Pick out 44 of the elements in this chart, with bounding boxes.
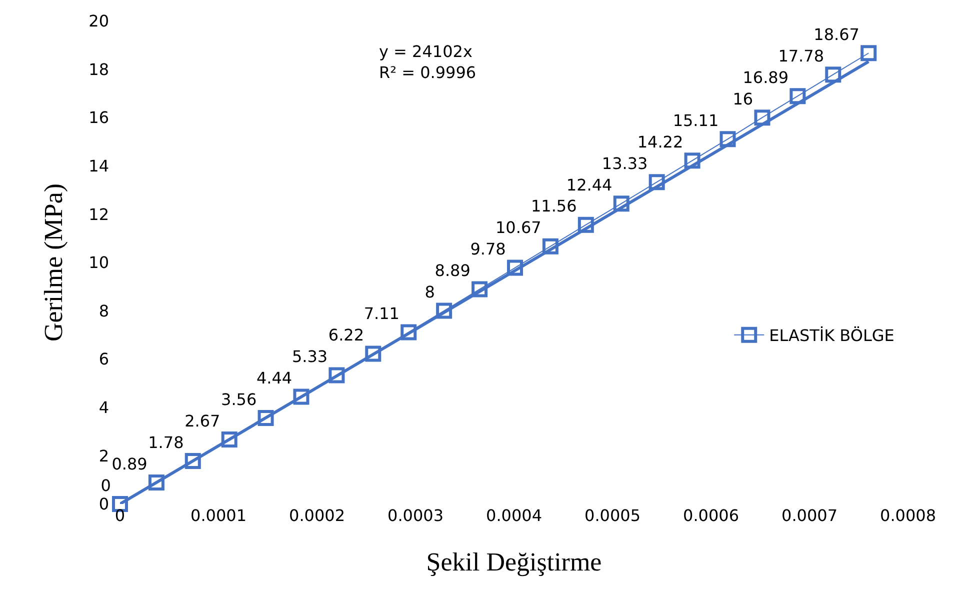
data-label: 9.78: [470, 240, 506, 259]
x-tick-label: 0.0002: [289, 506, 345, 525]
data-label: 8.89: [434, 261, 470, 280]
data-label: 10.67: [496, 218, 542, 238]
data-label: 4.44: [256, 368, 292, 388]
y-tick-label: 14: [88, 156, 109, 176]
y-tick-label: 12: [88, 204, 109, 224]
data-label: 18.67: [814, 24, 860, 44]
x-tick-label: 0.0004: [486, 506, 542, 525]
x-tick-label: 0.0005: [584, 506, 640, 525]
legend-label: ELASTİK BÖLGE: [769, 326, 894, 346]
y-axis-title: Gerilme (MPa): [39, 183, 68, 342]
data-label: 17.78: [778, 46, 824, 66]
data-label: 16: [732, 89, 754, 108]
x-tick-label: 0.0008: [880, 506, 936, 525]
y-tick-label: 4: [98, 398, 109, 417]
x-tick-label: 0.0001: [190, 506, 246, 525]
x-tick-label: 0.0007: [782, 506, 838, 525]
data-label: 5.33: [292, 347, 328, 366]
data-label: 6.22: [328, 326, 364, 345]
x-tick-label: 0.0006: [683, 506, 739, 525]
data-label: 2.67: [184, 411, 220, 430]
y-tick-label: 18: [88, 60, 109, 79]
data-label: 14.22: [637, 132, 684, 152]
y-tick-label: 8: [98, 301, 109, 320]
y-tick-label: 10: [88, 253, 109, 272]
data-label: 13.33: [602, 154, 648, 173]
data-label: 0.89: [112, 454, 148, 474]
data-label: 11.56: [530, 196, 577, 216]
data-label: 3.56: [221, 390, 257, 409]
data-label: 1.78: [148, 432, 184, 452]
y-tick-label: 2: [98, 446, 109, 466]
data-label: 7.11: [364, 304, 400, 324]
y-tick-label: 20: [88, 12, 109, 31]
x-axis-title: Şekil Değiştirme: [426, 548, 602, 577]
x-tick-label: 0.0003: [388, 506, 444, 525]
y-tick-label: 6: [98, 350, 109, 369]
annotation: y = 24102x R² = 0.9996: [379, 42, 476, 82]
data-label: 15.11: [672, 110, 719, 130]
x-tick-label: 0: [114, 506, 126, 525]
y-tick-label: 16: [88, 108, 109, 128]
data-label: 12.44: [566, 175, 612, 194]
data-label: 8: [424, 282, 435, 302]
data-label: 16.89: [742, 68, 789, 87]
